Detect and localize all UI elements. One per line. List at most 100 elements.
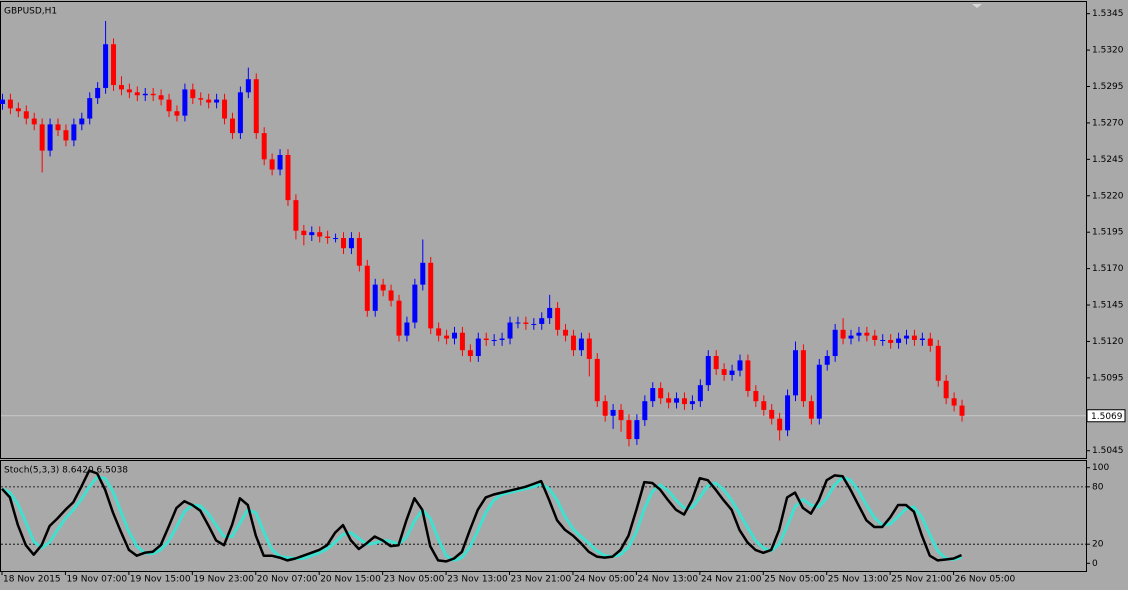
candle-body bbox=[95, 87, 101, 99]
candle-body bbox=[190, 89, 196, 99]
candle-body bbox=[103, 44, 109, 88]
candle-body bbox=[15, 108, 21, 112]
candle-body bbox=[729, 370, 735, 375]
candle-body bbox=[840, 329, 846, 339]
candle-body bbox=[214, 99, 220, 103]
candle-body bbox=[880, 339, 886, 341]
x-tick-label: 19 Nov 15:00 bbox=[130, 575, 191, 585]
candle-body bbox=[459, 332, 465, 351]
candle-body bbox=[444, 335, 450, 339]
candle-body bbox=[436, 328, 442, 336]
candle-body bbox=[229, 118, 235, 134]
candle-body bbox=[182, 89, 188, 116]
candle-body bbox=[626, 420, 632, 440]
x-tick-label: 25 Nov 05:00 bbox=[764, 575, 825, 585]
candle-body bbox=[547, 307, 553, 319]
candle-body bbox=[245, 79, 251, 93]
candle-body bbox=[79, 118, 85, 125]
candle-body bbox=[531, 323, 537, 325]
x-tick-label: 18 Nov 2015 bbox=[3, 575, 61, 585]
candle-body bbox=[285, 154, 291, 201]
candle-body bbox=[0, 99, 5, 104]
y-tick-label: 1.5220 bbox=[1092, 191, 1124, 201]
candle-body bbox=[364, 265, 370, 311]
candle-body bbox=[253, 79, 259, 134]
candle-body bbox=[340, 238, 346, 249]
candle-body bbox=[428, 262, 434, 329]
candle-body bbox=[452, 332, 458, 339]
candle-body bbox=[348, 238, 354, 249]
candle-body bbox=[602, 401, 608, 416]
y-tick-label: 1.5295 bbox=[1092, 82, 1124, 92]
x-tick-label: 24 Nov 05:00 bbox=[574, 575, 635, 585]
candle-body bbox=[222, 99, 228, 119]
y-tick-label: 1.5245 bbox=[1092, 155, 1124, 165]
candle-body bbox=[158, 95, 164, 100]
y-tick-label: 1.5270 bbox=[1092, 118, 1124, 128]
candle-body bbox=[491, 339, 497, 341]
x-tick-label: 23 Nov 13:00 bbox=[447, 575, 508, 585]
candle-body bbox=[681, 398, 687, 405]
candle-body bbox=[586, 338, 592, 359]
candle-body bbox=[927, 338, 933, 346]
candle-body bbox=[31, 118, 37, 125]
candle-body bbox=[39, 124, 45, 151]
x-tick-label: 26 Nov 05:00 bbox=[955, 575, 1016, 585]
candle-body bbox=[555, 307, 561, 330]
candle-body bbox=[134, 92, 140, 96]
candle-body bbox=[848, 335, 854, 339]
candle-body bbox=[87, 98, 93, 119]
candle-body bbox=[71, 124, 77, 141]
candle-body bbox=[563, 329, 569, 336]
candle-body bbox=[118, 85, 124, 90]
y-tick-label: 1.5145 bbox=[1092, 301, 1124, 311]
x-tick-label: 25 Nov 21:00 bbox=[891, 575, 952, 585]
candle-body bbox=[594, 358, 600, 402]
candle-body bbox=[380, 284, 386, 291]
candle-body bbox=[666, 398, 672, 403]
candle-body bbox=[793, 350, 798, 396]
y-tick-label: 1.5345 bbox=[1092, 9, 1124, 19]
candle-body bbox=[206, 99, 212, 103]
candle-body bbox=[309, 232, 315, 236]
candle-body bbox=[618, 409, 624, 421]
candle-body bbox=[800, 350, 806, 402]
candle-body bbox=[142, 93, 148, 96]
candle-body bbox=[904, 335, 910, 339]
candle-body bbox=[935, 345, 941, 381]
candle-body bbox=[570, 335, 576, 351]
candle-body bbox=[753, 390, 759, 402]
candle-body bbox=[578, 338, 584, 351]
candle-body bbox=[697, 385, 703, 402]
candle-body bbox=[824, 356, 830, 365]
y-tick-label: 1.5170 bbox=[1092, 264, 1124, 274]
candle-body bbox=[412, 284, 418, 323]
candle-body bbox=[610, 409, 616, 416]
candle-body bbox=[856, 332, 862, 336]
price-tag-box bbox=[1086, 409, 1126, 423]
y-tick-label: 1.5320 bbox=[1092, 46, 1124, 56]
candle-body bbox=[237, 92, 243, 134]
candle-body bbox=[689, 401, 695, 405]
candle-body bbox=[126, 89, 132, 93]
x-tick-label: 20 Nov 07:00 bbox=[257, 575, 318, 585]
stoch-line bbox=[1, 469, 962, 563]
stoch-line bbox=[1, 475, 962, 562]
candle-body bbox=[737, 360, 743, 371]
y-tick-label: 1.5095 bbox=[1092, 373, 1124, 383]
candle-body bbox=[23, 111, 29, 119]
chart-title: GBPUSD,H1 bbox=[4, 7, 57, 17]
candle-body bbox=[832, 329, 838, 357]
y-tick-label: 100 bbox=[1092, 463, 1109, 473]
candle-body bbox=[317, 232, 323, 237]
indicator-title: Stoch(5,3,3) 8.6420 6.5038 bbox=[4, 466, 128, 476]
candle-body bbox=[951, 398, 957, 406]
y-tick-label: 1.5045 bbox=[1092, 446, 1124, 456]
candle-body bbox=[816, 364, 822, 419]
candle-body bbox=[896, 338, 902, 343]
candle-body bbox=[769, 409, 775, 419]
candle-body bbox=[261, 133, 267, 160]
candle-body bbox=[174, 111, 180, 116]
